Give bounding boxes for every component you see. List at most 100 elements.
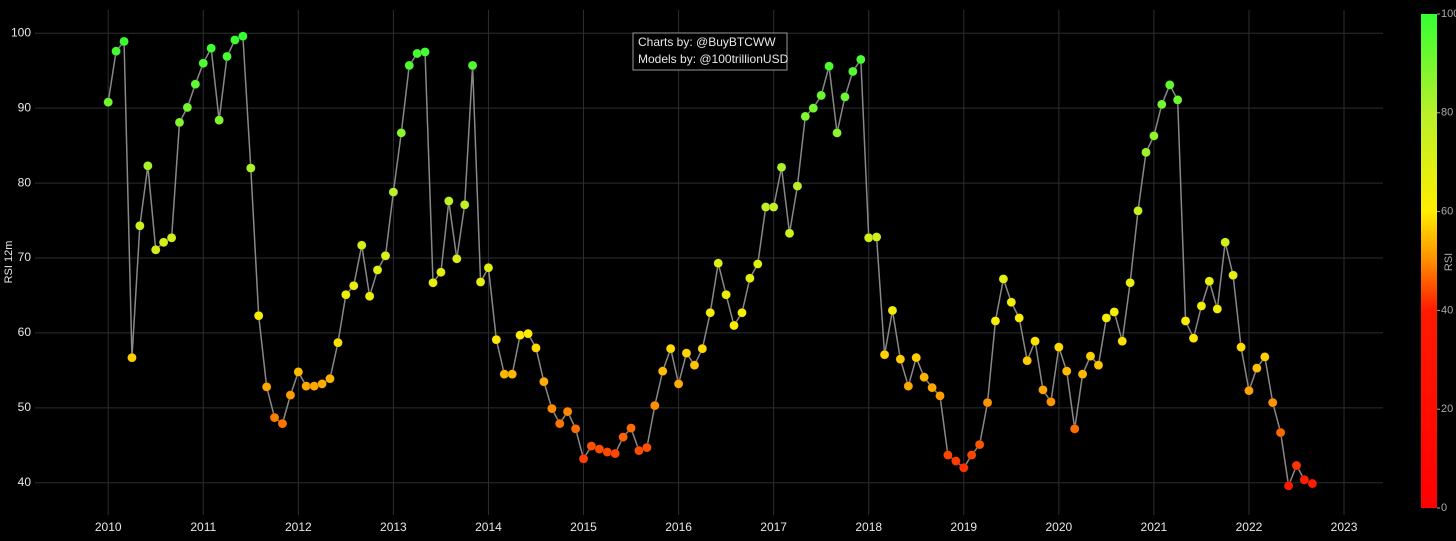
data-point (348, 280, 359, 291)
data-point (1236, 342, 1246, 352)
data-point (372, 265, 383, 275)
data-point (364, 291, 375, 301)
data-point (436, 267, 446, 277)
data-point (610, 448, 620, 459)
data-point (998, 274, 1009, 284)
data-point (1204, 276, 1215, 286)
data-point (1054, 342, 1064, 352)
data-point (1117, 336, 1127, 346)
data-point (539, 376, 549, 387)
data-point (301, 381, 311, 391)
data-point (1188, 333, 1199, 343)
y-tick-label: 80 (18, 175, 32, 189)
data-point (428, 277, 438, 288)
data-point (135, 221, 145, 231)
data-point (317, 379, 327, 389)
y-tick-label: 50 (18, 400, 32, 414)
data-point (792, 181, 803, 191)
data-point (547, 403, 557, 414)
data-point (1244, 385, 1254, 396)
data-point (1157, 99, 1167, 110)
data-point (309, 381, 319, 391)
data-point (1299, 475, 1310, 485)
data-point (943, 450, 953, 460)
annotation: Charts by: @BuyBTCWW Models by: @100tril… (632, 32, 789, 71)
annotation-line: Charts by: @BuyBTCWW (638, 35, 776, 49)
data-point (919, 372, 929, 382)
data-point (982, 397, 993, 408)
plot-area (103, 31, 1318, 491)
data-point (848, 66, 858, 77)
data-point (1172, 95, 1183, 105)
data-point (974, 439, 985, 450)
y-tick-label: 40 (18, 475, 32, 489)
data-point (190, 79, 201, 89)
data-point (1101, 313, 1112, 323)
data-point (966, 450, 977, 460)
data-point (261, 382, 272, 392)
data-point (1165, 80, 1175, 90)
data-point (333, 337, 343, 348)
y-axis-title: RSI 12m (3, 241, 15, 284)
data-point (1038, 385, 1048, 395)
data-point (285, 390, 296, 400)
data-point (380, 251, 391, 261)
data-point (1307, 478, 1318, 489)
data-point (269, 412, 280, 423)
y-tick-label: 70 (18, 250, 32, 264)
data-point (951, 456, 961, 466)
data-point (293, 367, 304, 377)
data-point (119, 36, 129, 47)
x-tick-label: 2019 (950, 520, 977, 534)
annotation-box (632, 32, 788, 71)
data-point (523, 328, 533, 339)
data-point (1125, 277, 1135, 288)
data-point (467, 60, 478, 71)
colorbar (1421, 14, 1437, 508)
data-point (681, 348, 692, 358)
data-point (515, 330, 525, 340)
data-point (253, 310, 264, 321)
data-point (1180, 316, 1191, 326)
data-point (1109, 307, 1120, 317)
x-tick-label: 2018 (855, 520, 882, 534)
colorbar-tick-label: 40 (1441, 304, 1453, 316)
data-point (1252, 363, 1262, 373)
data-point (1212, 304, 1223, 314)
data-point (1014, 313, 1024, 323)
data-point (230, 35, 240, 45)
data-point (753, 259, 763, 269)
data-point (206, 43, 216, 53)
x-tick-label: 2017 (760, 520, 787, 534)
data-point (111, 46, 121, 56)
data-point (927, 382, 937, 393)
data-point (182, 102, 193, 113)
x-tick-label: 2011 (190, 520, 216, 534)
data-point (1133, 206, 1143, 216)
data-point (1069, 424, 1080, 434)
annotation-line: Models by: @100trillionUSD (638, 52, 789, 66)
data-point (444, 196, 454, 206)
data-point (127, 352, 137, 363)
data-point (166, 233, 177, 243)
data-point (586, 441, 597, 451)
data-point (856, 54, 866, 65)
data-point (475, 277, 486, 287)
colorbar-title: RSI (1443, 253, 1455, 271)
data-point (420, 47, 430, 57)
data-point (412, 48, 422, 59)
data-point (935, 391, 945, 401)
data-point (1267, 397, 1278, 408)
data-point (1291, 460, 1302, 471)
data-point (174, 117, 185, 128)
colorbar-tick-label: 80 (1441, 107, 1453, 119)
x-tick-label: 2012 (285, 520, 312, 534)
data-point (721, 289, 731, 300)
data-point (626, 423, 636, 433)
data-point (452, 254, 462, 264)
data-point (1149, 131, 1159, 141)
data-point (103, 97, 113, 107)
data-point (1006, 297, 1017, 307)
x-tick-label: 2020 (1045, 520, 1072, 534)
